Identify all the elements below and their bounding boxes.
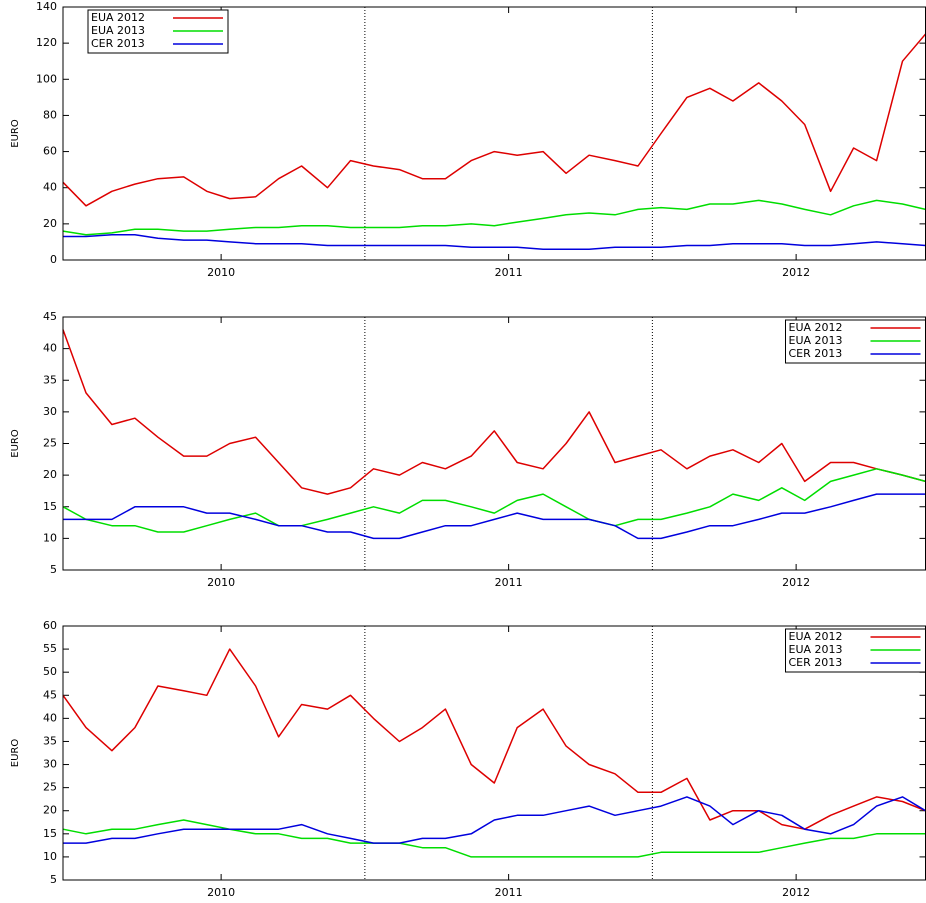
y-tick-label: 35	[43, 734, 57, 747]
y-tick-label: 40	[43, 181, 57, 194]
y-tick-label: 100	[36, 72, 57, 85]
y-tick-label: 25	[43, 437, 57, 450]
y-tick-label: 60	[43, 619, 57, 632]
x-tick-label: 2012	[782, 576, 810, 589]
series-line	[62, 329, 926, 495]
legend-label: EUA 2013	[789, 643, 843, 656]
series-line	[63, 796, 926, 844]
x-tick-label: 2012	[782, 886, 810, 899]
legend-box	[87, 9, 229, 54]
series-line	[62, 819, 926, 858]
y-tick-label: 40	[43, 711, 57, 724]
y-tick-label: 45	[43, 688, 57, 701]
legend-label: CER 2013	[789, 347, 843, 360]
y-tick-label: 30	[43, 758, 57, 771]
y-tick-label: 80	[43, 108, 57, 121]
y-tick-label: 20	[43, 804, 57, 817]
y-tick-label: 50	[43, 665, 57, 678]
y-tick-label: 55	[43, 642, 57, 655]
x-tick-label: 2010	[207, 576, 235, 589]
y-axis-label: EURO	[10, 429, 21, 458]
y-tick-label: 10	[43, 531, 57, 544]
legend-label: EUA 2013	[789, 334, 843, 347]
series-line	[62, 468, 926, 533]
y-tick-label: 45	[43, 310, 57, 323]
y-tick-label: 15	[43, 827, 57, 840]
legend-label: CER 2013	[91, 37, 145, 50]
y-tick-label: 25	[43, 781, 57, 794]
y-tick-label: 35	[43, 373, 57, 386]
legend-label: EUA 2013	[91, 24, 145, 37]
x-tick-label: 2011	[495, 576, 523, 589]
x-tick-label: 2011	[495, 886, 523, 899]
y-tick-label: 20	[43, 217, 57, 230]
y-axis-label: EURO	[10, 739, 21, 768]
y-axis-label: EURO	[10, 119, 21, 148]
legend-label: EUA 2012	[91, 11, 145, 24]
y-tick-label: 20	[43, 468, 57, 481]
series-line	[62, 33, 926, 207]
y-tick-label: 140	[36, 0, 57, 13]
x-tick-label: 2012	[782, 266, 810, 279]
y-tick-label: 30	[43, 405, 57, 418]
x-tick-label: 2010	[207, 886, 235, 899]
y-tick-label: 40	[43, 342, 57, 355]
y-tick-label: 5	[50, 873, 57, 886]
legend-label: EUA 2012	[789, 630, 843, 643]
series-line	[63, 493, 926, 540]
y-tick-label: 5	[50, 563, 57, 576]
legend-label: CER 2013	[789, 656, 843, 669]
y-tick-label: 15	[43, 500, 57, 513]
x-tick-label: 2011	[495, 266, 523, 279]
series-line	[62, 648, 926, 830]
legend-label: EUA 2012	[789, 321, 843, 334]
y-tick-label: 10	[43, 850, 57, 863]
x-tick-label: 2010	[207, 266, 235, 279]
y-tick-label: 60	[43, 145, 57, 158]
series-line	[63, 233, 926, 250]
series-line	[62, 199, 926, 236]
y-tick-label: 120	[36, 36, 57, 49]
y-tick-label: 0	[50, 253, 57, 266]
